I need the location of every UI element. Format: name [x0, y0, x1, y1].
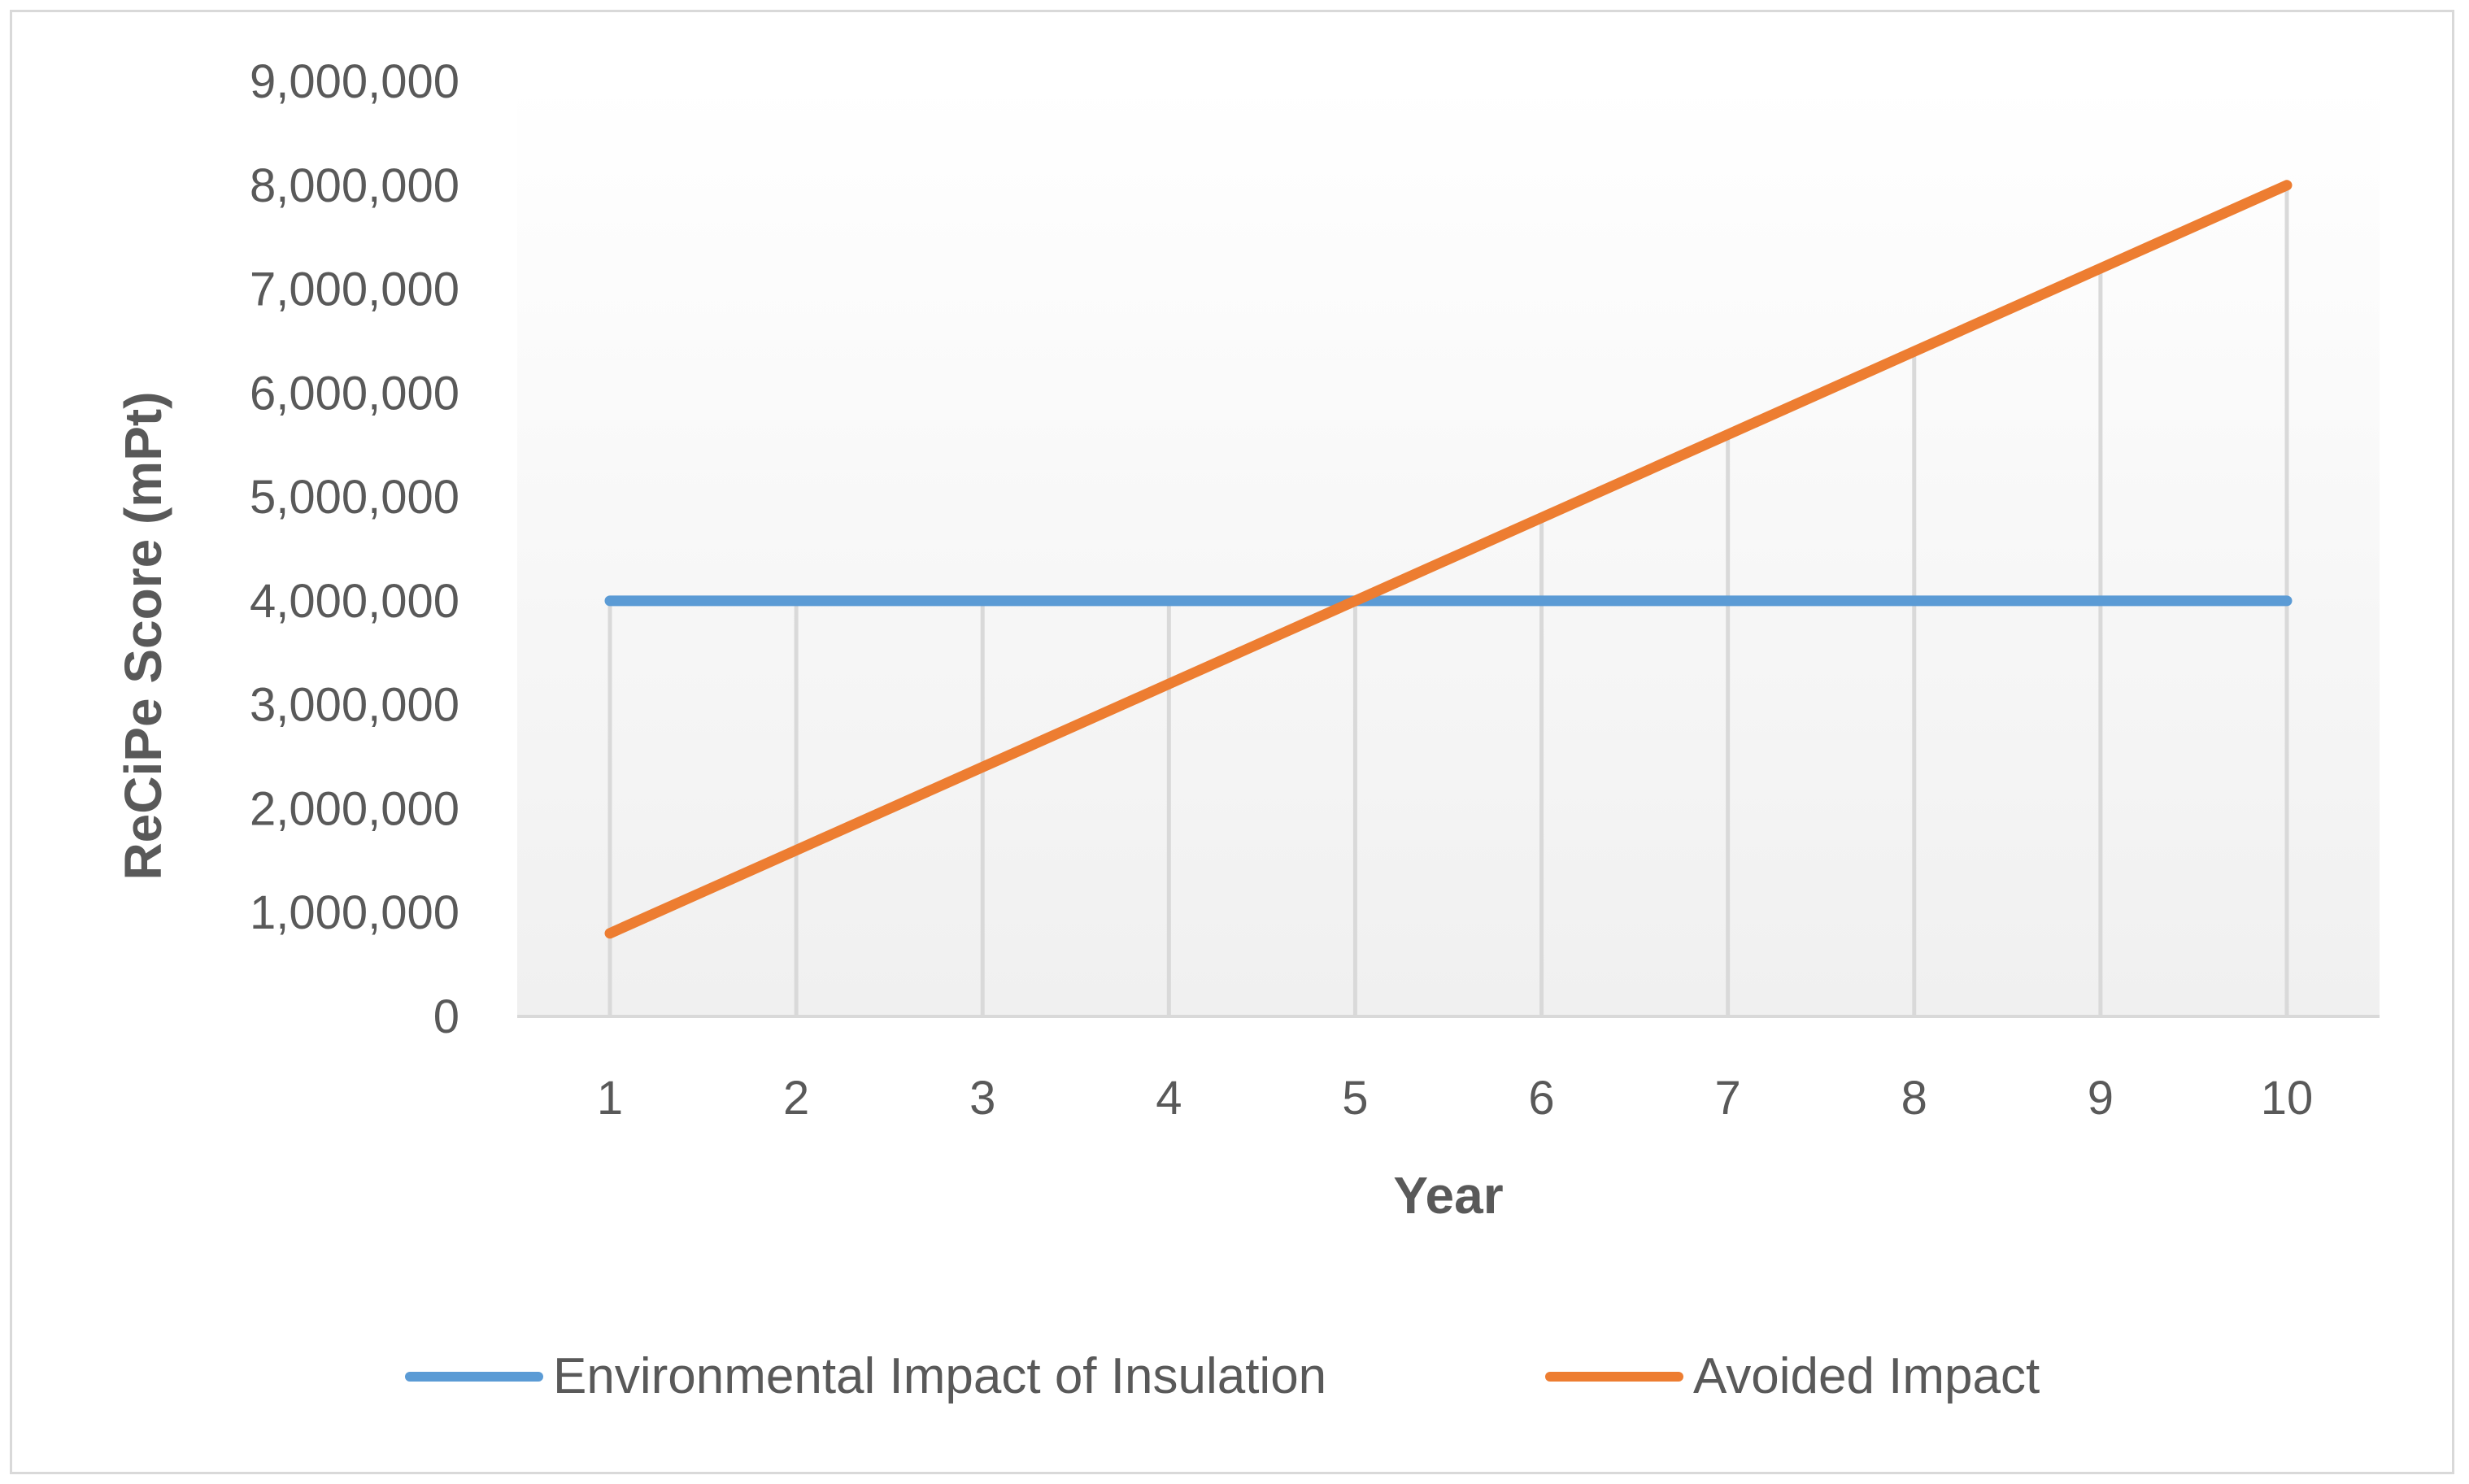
y-tick-label: 8,000,000 — [250, 159, 459, 212]
y-tick-label: 9,000,000 — [250, 55, 459, 108]
x-tick-label: 2 — [783, 1072, 809, 1125]
y-tick-label: 5,000,000 — [250, 471, 459, 524]
x-tick-label: 3 — [969, 1072, 995, 1125]
x-tick-labels: 1 2 3 4 5 6 7 8 9 10 — [597, 1072, 2313, 1125]
y-tick-label: 6,000,000 — [250, 367, 459, 420]
y-tick-label: 4,000,000 — [250, 575, 459, 628]
y-tick-label: 7,000,000 — [250, 263, 459, 316]
legend: Environmental Impact of Insulation Avoid… — [405, 1348, 2040, 1404]
x-tick-label: 4 — [1156, 1072, 1182, 1125]
series-line-avoided-impact — [604, 180, 2293, 939]
x-axis-title: Year — [1393, 1166, 1503, 1225]
x-tick-label: 9 — [2088, 1072, 2114, 1125]
y-tick-label: 3,000,000 — [250, 679, 459, 732]
y-tick-label: 0 — [433, 990, 459, 1043]
x-tick-label: 7 — [1715, 1072, 1741, 1125]
y-tick-label: 1,000,000 — [250, 886, 459, 939]
plot-area — [517, 81, 2380, 1016]
x-tick-label: 1 — [597, 1072, 623, 1125]
y-tick-labels: 0 1,000,000 2,000,000 3,000,000 4,000,000 5,0… — [250, 55, 459, 1043]
x-tick-label: 8 — [1901, 1072, 1927, 1125]
x-tick-label: 5 — [1342, 1072, 1368, 1125]
series-lines — [604, 180, 2293, 939]
y-tick-label: 2,000,000 — [250, 782, 459, 835]
y-axis-title: ReCiPe Score (mPt) — [114, 391, 172, 880]
x-tick-label: 6 — [1528, 1072, 1554, 1125]
x-tick-label: 10 — [2261, 1072, 2314, 1125]
legend-label-avoided-impact: Avoided Impact — [1693, 1348, 2040, 1404]
legend-label-environmental-impact: Environmental Impact of Insulation — [553, 1348, 1326, 1404]
